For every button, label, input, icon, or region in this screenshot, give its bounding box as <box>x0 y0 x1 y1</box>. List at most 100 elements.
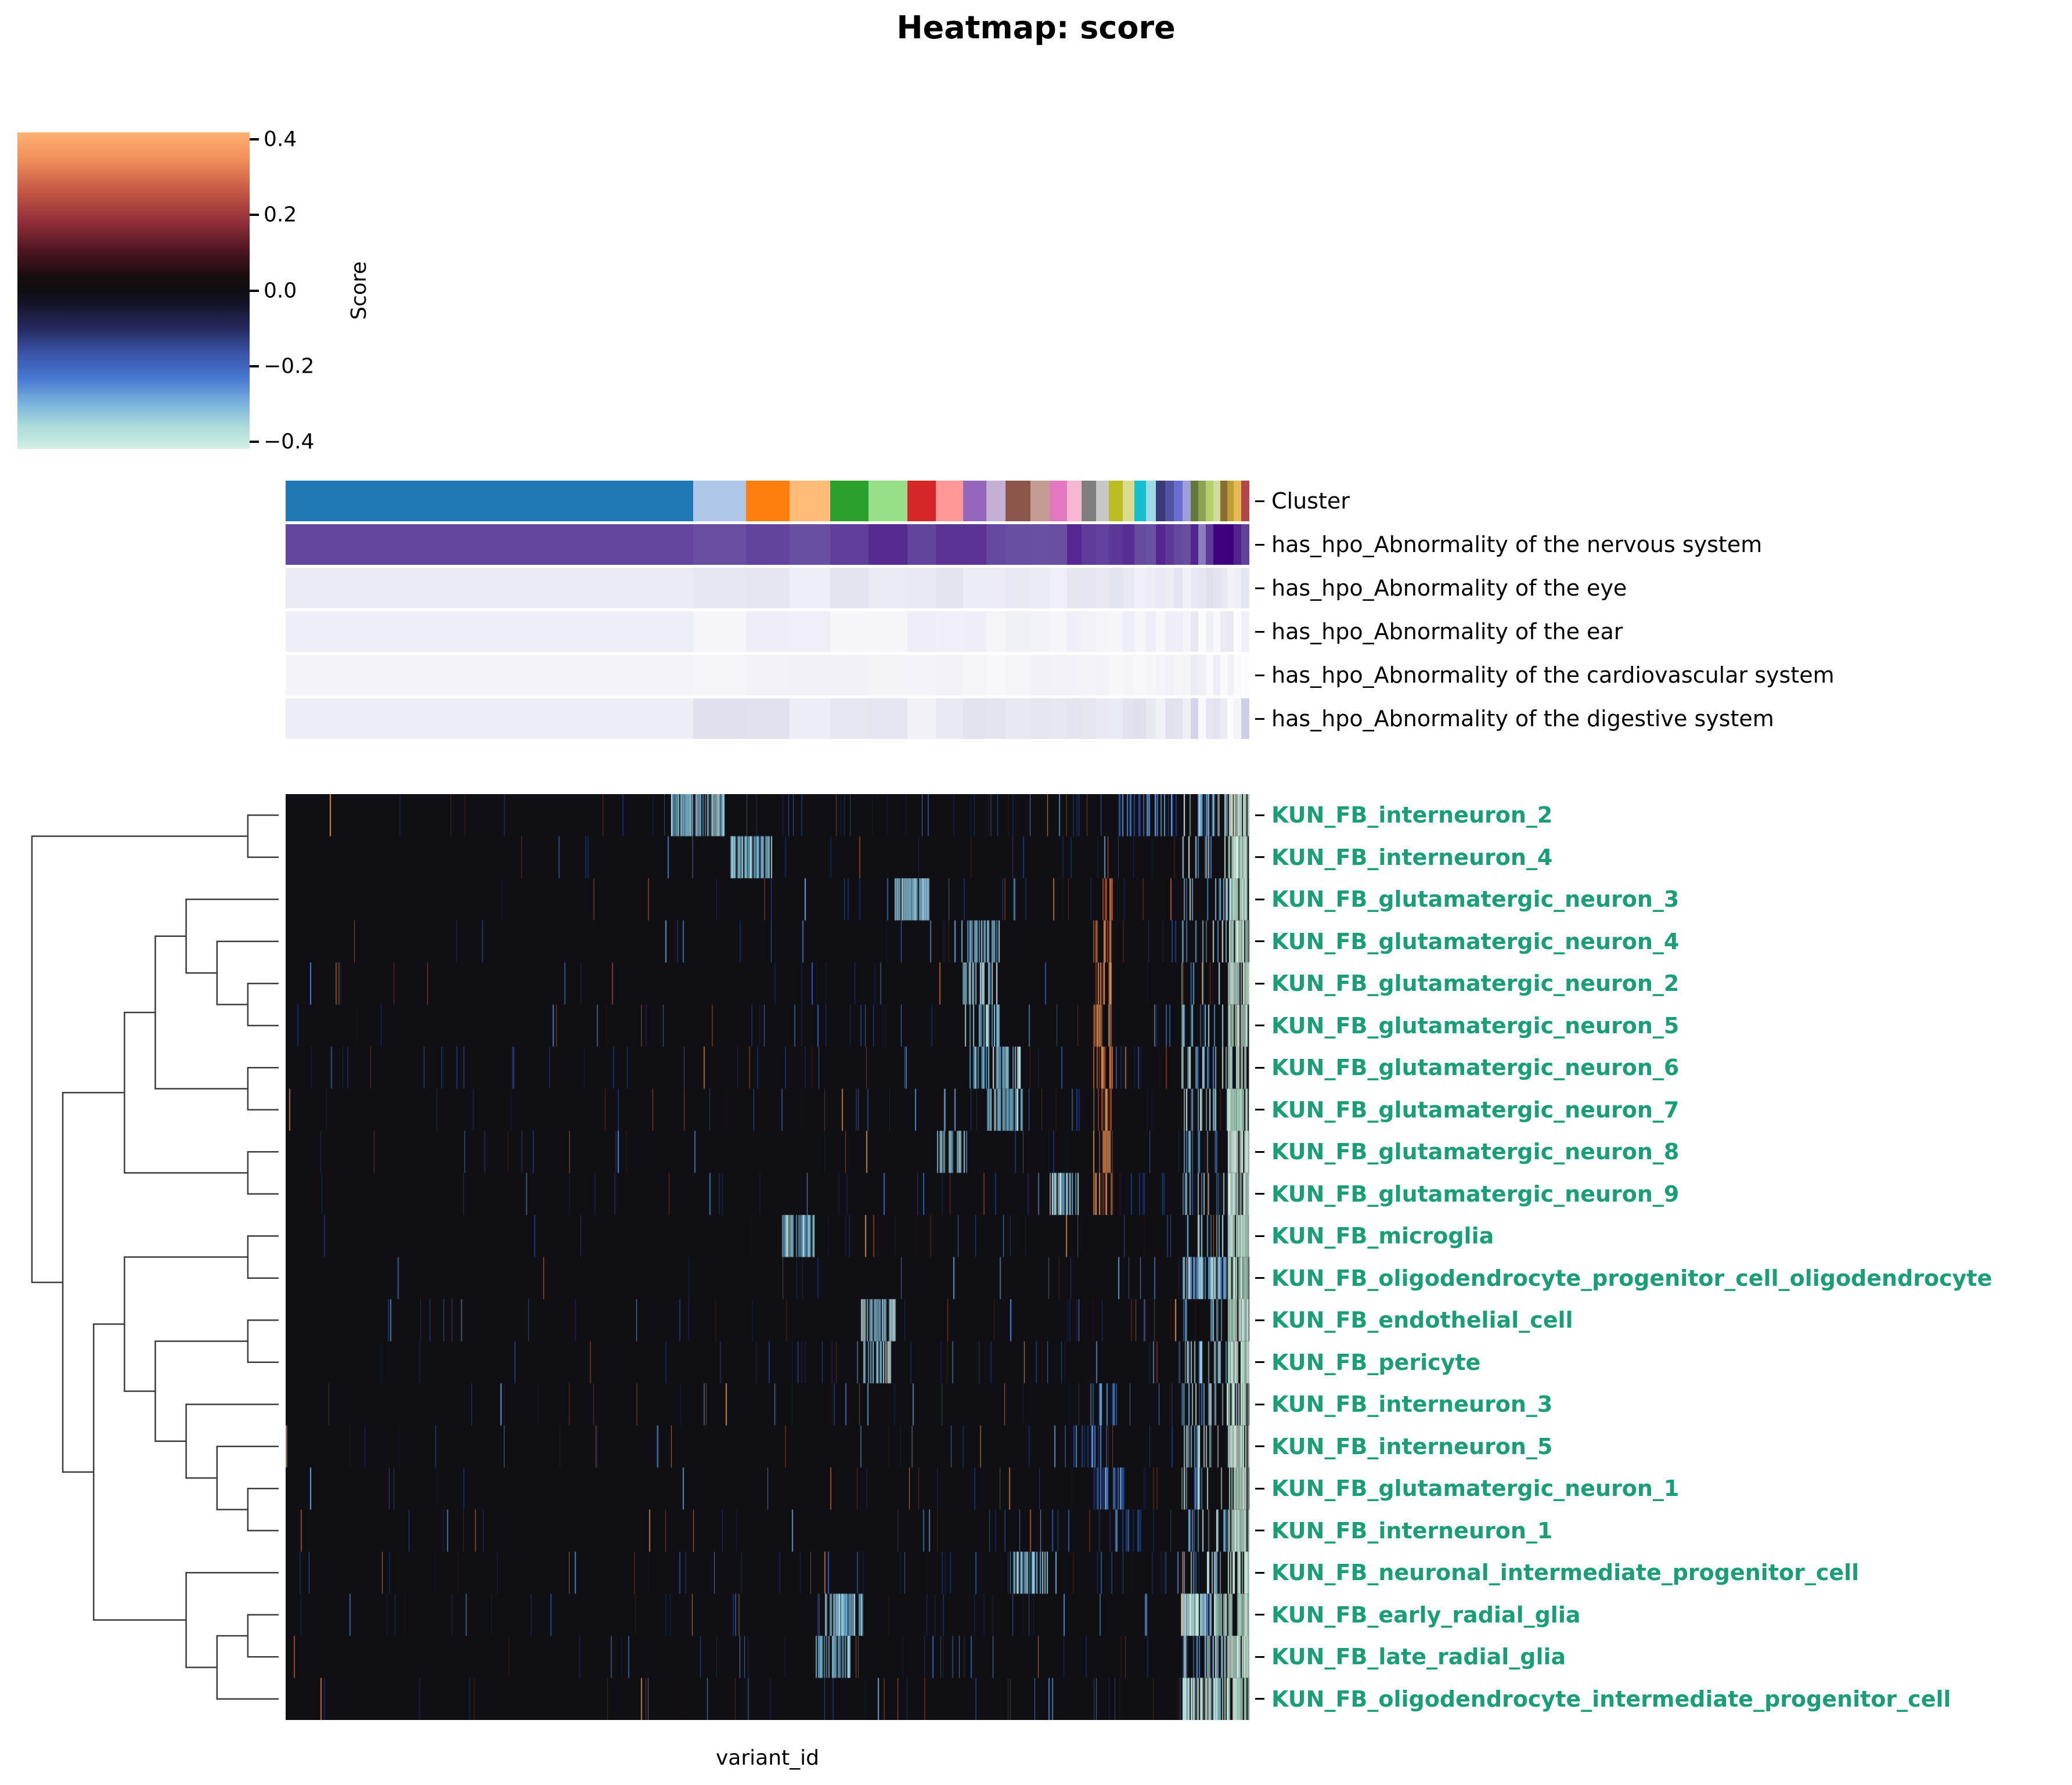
hpo-value-segment <box>1198 568 1206 608</box>
row-tick-mark <box>1255 1193 1264 1195</box>
hpo-value-segment <box>1155 568 1166 608</box>
annotation-tick-mark <box>1255 587 1264 589</box>
cluster-segment <box>1134 481 1147 521</box>
row-tick-mark <box>1255 1319 1264 1321</box>
colorbar-gradient <box>17 132 250 449</box>
cluster-segment <box>963 481 986 521</box>
hpo-value-segment <box>1030 524 1050 565</box>
hpo-value-segment <box>1174 524 1183 565</box>
cluster-segment <box>936 481 963 521</box>
hpo-value-segment <box>1067 611 1082 652</box>
row-label-text: KUN_FB_microglia <box>1271 1223 1494 1249</box>
row-label-text: KUN_FB_glutamatergic_neuron_2 <box>1271 971 1680 997</box>
hpo-value-segment <box>1220 698 1227 739</box>
hpo-value-segment <box>907 698 936 739</box>
hpo-value-segment <box>1082 698 1096 739</box>
cluster-segment <box>986 481 1006 521</box>
hpo-value-segment <box>1082 611 1096 652</box>
cluster-segment <box>1241 481 1249 521</box>
hpo-value-segment <box>830 698 869 739</box>
heatmap-row-label: KUN_FB_interneuron_4 <box>1255 836 1552 879</box>
hpo-value-segment <box>693 568 747 608</box>
row-label-text: KUN_FB_interneuron_3 <box>1271 1391 1553 1418</box>
cluster-segment <box>830 481 869 521</box>
cluster-segment <box>1234 481 1242 521</box>
hpo-value-segment <box>1227 524 1234 565</box>
hpo-value-segment <box>1050 698 1068 739</box>
hpo-value-segment <box>1165 698 1174 739</box>
annotation-label-text: has_hpo_Abnormality of the ear <box>1271 619 1623 644</box>
hpo-value-segment <box>1134 698 1147 739</box>
row-tick-mark <box>1255 940 1264 943</box>
row-label-text: KUN_FB_interneuron_1 <box>1271 1517 1553 1544</box>
hpo-value-segment <box>1198 655 1206 695</box>
hpo-value-segment <box>1241 698 1249 739</box>
hpo-value-segment <box>1146 611 1156 652</box>
hpo-annotation-bar <box>286 655 1249 695</box>
row-label-text: KUN_FB_pericyte <box>1271 1349 1481 1375</box>
hpo-value-segment <box>907 568 936 608</box>
hpo-value-segment <box>1227 611 1234 652</box>
chart-title: Heatmap: score <box>896 9 1176 46</box>
hpo-value-segment <box>869 698 907 739</box>
row-label-text: KUN_FB_oligodendrocyte_intermediate_prog… <box>1271 1686 1951 1712</box>
hpo-value-segment <box>963 655 986 695</box>
hpo-value-segment <box>1050 655 1068 695</box>
hpo-value-segment <box>790 568 830 608</box>
hpo-value-segment <box>1067 524 1082 565</box>
hpo-value-segment <box>1123 655 1135 695</box>
annotation-tick-mark <box>1255 674 1264 676</box>
hpo-value-segment <box>1082 655 1096 695</box>
hpo-value-segment <box>986 524 1006 565</box>
hpo-value-segment <box>1108 655 1123 695</box>
row-label-text: KUN_FB_interneuron_4 <box>1271 844 1553 870</box>
annotation-label: has_hpo_Abnormality of the digestive sys… <box>1255 698 1774 739</box>
colorbar-tick-label: 0.0 <box>264 279 297 302</box>
hpo-value-segment <box>936 568 963 608</box>
hpo-value-segment <box>1198 698 1206 739</box>
hpo-value-segment <box>1190 524 1198 565</box>
hpo-value-segment <box>1005 611 1031 652</box>
heatmap-row-label: KUN_FB_interneuron_3 <box>1255 1383 1552 1426</box>
heatmap-row-label: KUN_FB_glutamatergic_neuron_3 <box>1255 878 1679 921</box>
colorbar-tick-mark <box>250 214 259 217</box>
cluster-segment <box>1108 481 1123 521</box>
hpo-value-segment <box>869 524 907 565</box>
row-label-text: KUN_FB_glutamatergic_neuron_4 <box>1271 928 1680 954</box>
hpo-value-segment <box>1220 611 1227 652</box>
heatmap-row-label: KUN_FB_early_radial_glia <box>1255 1594 1580 1636</box>
hpo-value-segment <box>963 611 986 652</box>
cluster-segment <box>907 481 936 521</box>
heatmap-row-label: KUN_FB_glutamatergic_neuron_2 <box>1255 962 1679 1005</box>
colorbar-tick-mark <box>250 138 259 140</box>
heatmap-row-label: KUN_FB_glutamatergic_neuron_5 <box>1255 1005 1679 1047</box>
hpo-value-segment <box>1050 524 1068 565</box>
hpo-value-segment <box>1183 698 1191 739</box>
hpo-value-segment <box>1213 611 1220 652</box>
row-tick-mark <box>1255 1530 1264 1532</box>
hpo-value-segment <box>286 568 694 608</box>
hpo-value-segment <box>1206 655 1214 695</box>
hpo-value-segment <box>1213 698 1220 739</box>
hpo-value-segment <box>1155 698 1166 739</box>
hpo-value-segment <box>790 611 830 652</box>
hpo-value-segment <box>1183 611 1191 652</box>
colorbar-tick-mark <box>250 365 259 367</box>
row-label-text: KUN_FB_glutamatergic_neuron_9 <box>1271 1181 1680 1207</box>
annotation-label-text: has_hpo_Abnormality of the eye <box>1271 575 1627 601</box>
hpo-value-segment <box>790 524 830 565</box>
heatmap-row-label: KUN_FB_neuronal_intermediate_progenitor_… <box>1255 1552 1859 1594</box>
hpo-value-segment <box>1206 698 1214 739</box>
hpo-value-segment <box>1123 568 1135 608</box>
hpo-value-segment <box>1165 524 1174 565</box>
hpo-annotation-bar <box>286 524 1249 565</box>
heatmap-row-label: KUN_FB_glutamatergic_neuron_4 <box>1255 921 1679 963</box>
hpo-value-segment <box>1155 611 1166 652</box>
cluster-segment <box>1146 481 1156 521</box>
annotation-label: has_hpo_Abnormality of the cardiovascula… <box>1255 655 1835 695</box>
row-label-text: KUN_FB_glutamatergic_neuron_1 <box>1271 1476 1680 1502</box>
heatmap-row-label: KUN_FB_endothelial_cell <box>1255 1299 1573 1342</box>
hpo-annotation-bar <box>286 698 1249 739</box>
hpo-annotation-bar <box>286 568 1249 608</box>
row-label-text: KUN_FB_interneuron_5 <box>1271 1433 1553 1459</box>
